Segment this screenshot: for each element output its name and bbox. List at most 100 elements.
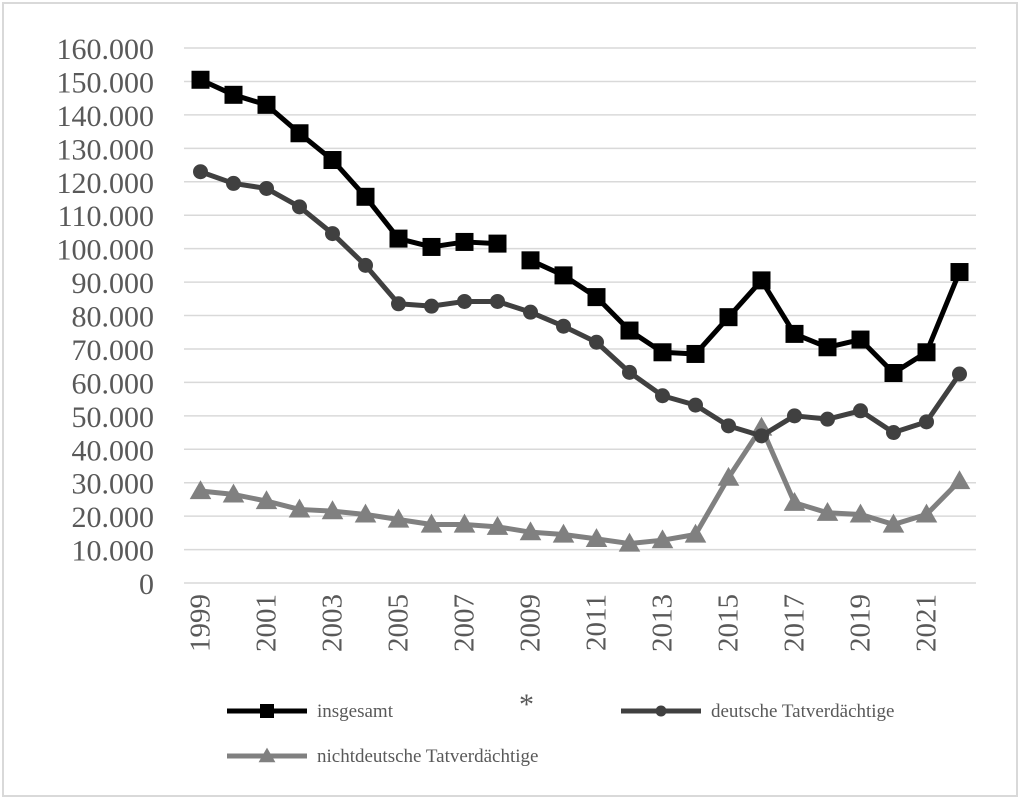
data-point — [191, 70, 210, 89]
data-point — [950, 263, 969, 282]
data-point — [653, 343, 672, 362]
x-tick-label: 2011 — [581, 594, 613, 651]
x-tick-label: 2005 — [383, 594, 415, 652]
y-tick-label: 140.000 — [57, 100, 155, 133]
y-tick-label: 10.000 — [72, 535, 155, 568]
x-tick-label: 2013 — [647, 594, 679, 652]
x-tick-label: 1999 — [185, 594, 217, 652]
data-point — [719, 308, 738, 327]
data-point — [288, 498, 311, 518]
data-point — [356, 187, 375, 206]
y-tick-label: 70.000 — [72, 334, 155, 367]
data-point — [387, 508, 410, 528]
data-point — [884, 364, 903, 383]
data-point — [886, 425, 901, 441]
data-point — [391, 296, 406, 312]
legend-marker — [258, 747, 276, 763]
data-point — [490, 293, 505, 309]
data-point — [453, 513, 476, 533]
data-point — [257, 95, 276, 114]
y-tick-label: 150.000 — [57, 66, 155, 99]
x-tick-label: 2021 — [911, 594, 943, 652]
data-point — [519, 521, 542, 541]
data-point — [820, 411, 835, 427]
y-axis-ticks: 010.00020.00030.00040.00050.00060.00070.… — [57, 33, 155, 601]
data-point — [193, 164, 208, 180]
data-point — [358, 257, 373, 273]
x-tick-label: 2019 — [845, 594, 877, 652]
y-tick-label: 80.000 — [72, 301, 155, 334]
data-point — [618, 532, 641, 552]
data-point — [785, 324, 804, 343]
data-point — [585, 528, 608, 547]
legend-label: nichtdeutsche Tatverdächtige — [317, 746, 538, 767]
y-tick-label: 100.000 — [57, 234, 155, 267]
data-point — [816, 501, 839, 521]
data-point — [684, 523, 707, 543]
data-point — [655, 388, 670, 404]
data-point — [222, 483, 245, 503]
data-point — [787, 408, 802, 424]
data-point — [917, 343, 936, 362]
y-tick-label: 60.000 — [72, 367, 155, 400]
data-point — [422, 237, 441, 256]
data-point — [919, 414, 934, 430]
data-point — [554, 266, 573, 285]
data-point — [259, 180, 274, 196]
data-point — [721, 418, 736, 434]
x-tick-label: 2001 — [251, 594, 283, 652]
x-tick-label: 2003 — [317, 594, 349, 652]
data-point — [688, 397, 703, 413]
series-line — [200, 425, 962, 547]
data-point — [354, 503, 377, 523]
y-tick-label: 30.000 — [72, 468, 155, 501]
data-point — [587, 288, 606, 307]
data-point — [651, 529, 674, 549]
data-point — [457, 293, 472, 309]
data-point — [523, 304, 538, 320]
data-point — [189, 480, 212, 500]
gridlines — [184, 47, 976, 551]
legend-item: insgesamt — [227, 701, 394, 722]
series-line — [199, 169, 962, 439]
y-tick-label: 20.000 — [72, 501, 155, 534]
data-point — [853, 403, 868, 419]
data-point — [915, 503, 938, 523]
legend-label: deutsche Tatverdächtige — [711, 701, 895, 722]
x-tick-label: 2009 — [515, 594, 547, 652]
series-line — [529, 258, 962, 376]
series-line — [199, 77, 498, 250]
legend: insgesamt deutsche Tatverdächtige nichtdeu… — [227, 701, 895, 767]
data-point — [754, 428, 769, 444]
legend-marker — [260, 704, 274, 718]
y-tick-label: 120.000 — [57, 167, 155, 200]
data-point — [488, 234, 507, 253]
data-point — [325, 226, 340, 242]
data-point — [589, 334, 604, 350]
data-point — [321, 500, 344, 520]
data-point — [686, 344, 705, 363]
data-point — [323, 151, 342, 170]
data-point — [849, 503, 872, 523]
data-point — [556, 318, 571, 334]
data-point — [255, 490, 278, 510]
x-axis-ticks: 1999 2001 2003 2005 2007 2009 2011 2013 2015 2017… — [185, 594, 943, 652]
data-point — [952, 366, 967, 382]
y-tick-label: 50.000 — [72, 401, 155, 434]
data-point — [717, 466, 740, 486]
series-circle — [193, 164, 967, 444]
data-point — [851, 330, 870, 349]
data-point — [455, 232, 474, 251]
series-layer — [189, 70, 971, 552]
y-tick-label: 130.000 — [57, 133, 155, 166]
data-point — [783, 491, 806, 511]
data-point — [818, 338, 837, 357]
data-point — [389, 229, 408, 248]
y-tick-label: 90.000 — [72, 267, 155, 300]
data-point — [226, 175, 241, 191]
x-tick-label: 2007 — [449, 594, 481, 652]
y-tick-label: 160.000 — [57, 33, 155, 66]
y-tick-label: 40.000 — [72, 434, 155, 467]
data-point — [420, 513, 443, 533]
